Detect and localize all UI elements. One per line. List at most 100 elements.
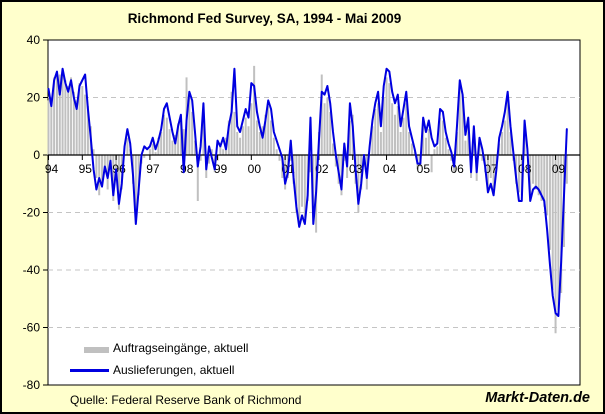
source-note: Quelle: Federal Reserve Bank of Richmond (70, 393, 302, 407)
bar (219, 143, 222, 155)
bar (98, 155, 101, 196)
bar (424, 137, 427, 155)
bar (58, 74, 61, 155)
bar (436, 146, 439, 155)
bar (103, 155, 106, 173)
legend-bars-label: Auftragseingänge, aktuell (113, 341, 249, 355)
bar (534, 155, 537, 190)
bar (430, 155, 433, 173)
bar (360, 155, 363, 190)
bar (162, 114, 165, 155)
bar (196, 155, 199, 201)
x-tick-label: 99 (214, 162, 228, 176)
bar (177, 123, 180, 155)
bar (323, 103, 326, 155)
bar (357, 155, 360, 213)
x-tick-label: 98 (180, 162, 194, 176)
chart-title: Richmond Fed Survey, SA, 1994 - Mai 2009 (127, 11, 402, 26)
bar (348, 120, 351, 155)
bar (261, 126, 264, 155)
x-tick-label: 05 (417, 162, 431, 176)
bar (455, 132, 458, 155)
bar (210, 149, 213, 155)
bar (193, 140, 196, 155)
bar (410, 143, 413, 155)
bar (182, 129, 185, 155)
bar (61, 71, 64, 155)
bar (529, 155, 532, 196)
bar (492, 155, 495, 190)
bar (551, 155, 554, 291)
bar (247, 126, 250, 155)
bar (222, 149, 225, 155)
bar (188, 97, 191, 155)
bar (467, 126, 470, 155)
bar (264, 114, 267, 155)
bar (275, 149, 278, 155)
bar (84, 94, 87, 155)
bar (506, 97, 509, 155)
bar (244, 117, 247, 155)
bar (560, 155, 563, 293)
bar (402, 117, 405, 155)
bar (47, 100, 50, 155)
y-tick-label: 20 (27, 91, 41, 105)
bar (289, 155, 292, 161)
bar (503, 120, 506, 155)
bar (199, 155, 202, 161)
bar (115, 155, 118, 178)
bar (309, 155, 312, 173)
bar (546, 155, 549, 216)
bar (371, 126, 374, 155)
bar (250, 103, 253, 155)
bar (272, 137, 275, 155)
bar (81, 86, 84, 155)
bar (171, 140, 174, 155)
bar (447, 149, 450, 155)
bar (241, 126, 244, 155)
bar (326, 97, 329, 155)
bar (137, 155, 140, 196)
series-line (47, 67, 568, 317)
bar (537, 155, 540, 196)
bar (227, 120, 230, 155)
bar (444, 137, 447, 155)
bar (270, 120, 273, 155)
bar (117, 155, 120, 210)
bar (64, 80, 67, 155)
bar (174, 134, 177, 155)
bar (379, 132, 382, 155)
bar (112, 155, 115, 201)
bar (233, 111, 236, 155)
bar (565, 155, 568, 184)
bar (78, 83, 81, 155)
bar (405, 103, 408, 155)
bar (126, 137, 129, 155)
bar (427, 129, 430, 155)
bar (70, 77, 73, 155)
bar (472, 132, 475, 155)
bar-swatch-icon (84, 347, 109, 353)
bar (298, 155, 301, 224)
bar (543, 155, 546, 207)
bar (160, 132, 163, 155)
bar (391, 103, 394, 155)
y-tick-label: -20 (23, 206, 41, 220)
bar (179, 120, 182, 155)
bar (312, 155, 315, 213)
x-tick-label: 95 (79, 162, 93, 176)
bar (53, 77, 56, 155)
bar (501, 132, 504, 155)
bar (393, 114, 396, 155)
bar (388, 83, 391, 155)
bar (329, 111, 332, 155)
bar (461, 94, 464, 155)
y-tick-label: 40 (27, 33, 41, 47)
y-tick-label: -80 (23, 378, 41, 392)
x-tick-label: 00 (248, 162, 262, 176)
bar (481, 155, 484, 161)
x-tick-label: 09 (552, 162, 566, 176)
bar (101, 155, 104, 184)
bar (67, 86, 70, 155)
y-tick-label: 0 (33, 148, 40, 162)
